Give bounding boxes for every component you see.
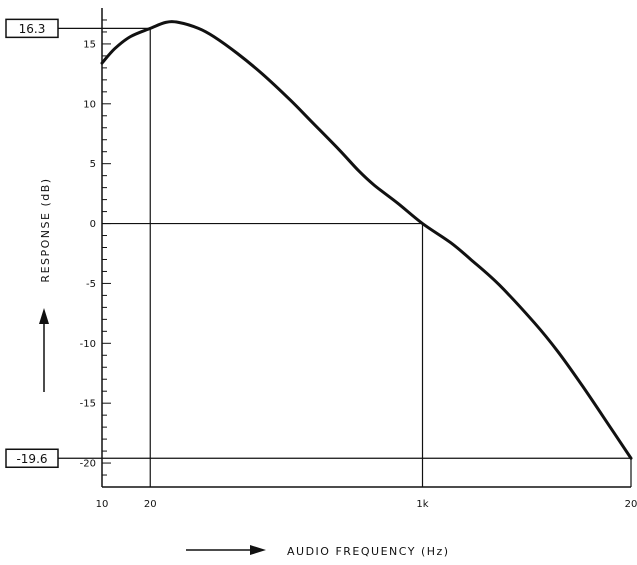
- y-tick-label: -10: [80, 339, 96, 350]
- callout-layer: 16.3 -19.6: [5, 18, 632, 487]
- x-tick-label: 20: [144, 499, 157, 510]
- y-tick-label: -15: [80, 399, 96, 410]
- callout-box: [5, 18, 59, 39]
- plot-frame: [101, 8, 631, 488]
- x-tick-label: 10: [96, 499, 109, 510]
- x-tick-label: 1k: [416, 499, 428, 510]
- y-tick-label: 15: [83, 39, 96, 50]
- y-tick-label: 10: [83, 99, 96, 110]
- response-curve-layer: [100, 20, 633, 460]
- response-curve-line: [100, 20, 633, 460]
- y-tick-label: -5: [86, 279, 96, 290]
- y-tick-label: 0: [90, 219, 96, 230]
- y-tick-label: 5: [90, 159, 96, 170]
- x-tick-label: 20: [625, 499, 637, 510]
- y-axis-ticks: [102, 19, 111, 476]
- x-axis-tick-labels: 10 20 1k 20: [96, 499, 637, 510]
- y-axis-tick-labels: 15 10 5 0 -5 -10 -15 -20: [80, 39, 96, 469]
- y-axis-title: RESPONSE (dB): [39, 177, 52, 282]
- reference-lines: [102, 222, 424, 487]
- x-axis-title: AUDIO FREQUENCY (Hz): [287, 545, 450, 558]
- callout-value: 16.3: [19, 22, 46, 36]
- y-axis-arrow-head: [39, 308, 49, 324]
- callout-box: [5, 448, 59, 469]
- x-axis-arrow-head: [250, 545, 266, 555]
- callout-value: -19.6: [16, 452, 47, 466]
- y-tick-label: -20: [80, 459, 96, 470]
